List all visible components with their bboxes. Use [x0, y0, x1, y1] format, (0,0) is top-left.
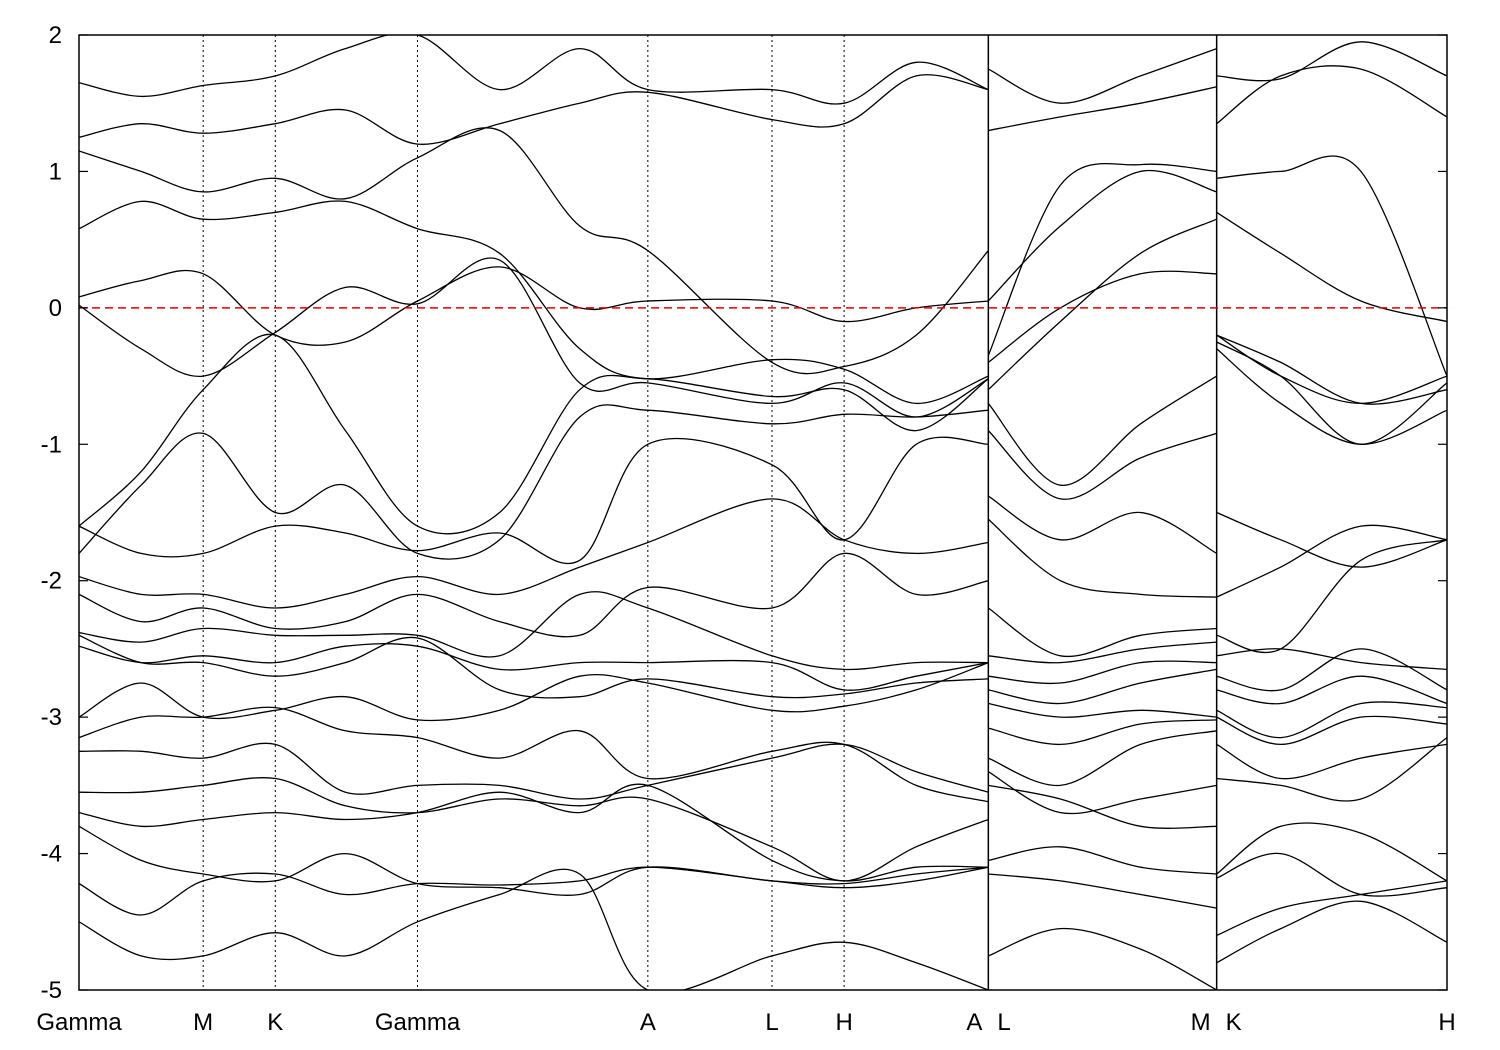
- band-22-panel-3: [1216, 900, 1447, 964]
- band-10-panel-3: [1216, 524, 1447, 598]
- band-15-panel-2: [988, 702, 1217, 718]
- band-13-panel-2: [988, 660, 1217, 685]
- band-8-panel-2: [987, 430, 1217, 500]
- band-1-panel-1: [79, 257, 989, 418]
- band-2-panel-2: [987, 169, 1217, 302]
- kpoint-label: K: [1226, 1009, 1242, 1036]
- band-9-panel-2: [987, 495, 1218, 554]
- band-17-panel-2: [988, 730, 1217, 787]
- y-tick-label: -3: [41, 704, 62, 731]
- band-10-panel-2: [987, 518, 1217, 598]
- band-5-panel-1: [79, 74, 989, 145]
- y-tick-label: -5: [41, 977, 62, 1004]
- x-axis: Gamma M K Gamma A L H A L M K H: [36, 1009, 1455, 1036]
- band-5-panel-2: [988, 86, 1217, 132]
- band-6-panel-2: [988, 47, 1217, 104]
- band-7-panel-2: [987, 375, 1218, 486]
- kpoint-label: M: [1191, 1009, 1211, 1036]
- band-13-panel-3: [1216, 648, 1447, 692]
- band-20-panel-3: [1216, 852, 1447, 897]
- y-tick-label: -4: [41, 841, 62, 868]
- kpoint-label: K: [267, 1009, 283, 1036]
- kpoint-label: Gamma: [36, 1009, 122, 1036]
- band-22-panel-2: [988, 927, 1218, 990]
- band-19-panel-3: [1216, 822, 1447, 882]
- band-2-panel-3: [1216, 211, 1447, 323]
- band-16-panel-3: [1216, 715, 1447, 746]
- band-12-panel-3: [1216, 648, 1447, 671]
- band-19-panel-1: [79, 783, 989, 882]
- band-8-panel-1: [79, 404, 989, 560]
- band-15-panel-3: [1216, 701, 1447, 739]
- band-18-panel-3: [1216, 737, 1447, 802]
- plot-frame: [78, 34, 1448, 991]
- band-14-panel-2: [988, 668, 1217, 705]
- band-18-panel-1: [79, 777, 989, 882]
- y-tick-label: 2: [49, 22, 62, 49]
- band-15-panel-1: [79, 661, 989, 722]
- band-19-panel-2: [988, 784, 1217, 829]
- band-14-panel-3: [1216, 675, 1447, 705]
- kpoint-label: H: [835, 1009, 852, 1036]
- band-3-panel-1: [79, 200, 989, 405]
- y-axis: -5 -4 -3 -2 -1 0 1 2: [41, 22, 1447, 1004]
- band-9-panel-1: [79, 436, 989, 565]
- band-20-panel-1: [79, 825, 989, 896]
- band-5-panel-3: [1216, 65, 1447, 125]
- band-9-panel-3: [1216, 511, 1447, 568]
- y-tick-label: 0: [49, 295, 62, 322]
- y-tick-label: 1: [49, 158, 62, 185]
- band-21-panel-2: [988, 873, 1217, 909]
- band-17-panel-1: [79, 742, 989, 800]
- band-20-panel-2: [988, 846, 1217, 875]
- y-tick-label: -2: [41, 568, 62, 595]
- kpoint-label: A: [966, 1009, 982, 1036]
- kpoint-label: L: [997, 1009, 1010, 1036]
- band-11-panel-1: [79, 552, 989, 638]
- kpoint-label: Gamma: [375, 1009, 461, 1036]
- band-1-panel-3: [1216, 155, 1447, 377]
- band-8-panel-3: [1216, 348, 1447, 445]
- band-14-panel-1: [79, 634, 989, 699]
- band-16-panel-1: [79, 706, 989, 803]
- bands: [79, 35, 1447, 990]
- band-16-panel-2: [988, 719, 1217, 746]
- band-18-panel-2: [987, 771, 1217, 815]
- band-21-panel-3: [1216, 880, 1447, 936]
- band-12-panel-1: [79, 591, 989, 671]
- band-11-panel-2: [987, 607, 1217, 658]
- band-7-panel-3: [1216, 334, 1447, 405]
- band-7-panel-1: [79, 333, 989, 535]
- kpoint-label: H: [1438, 1009, 1455, 1036]
- kpoint-label: M: [193, 1009, 213, 1036]
- band-12-panel-2: [988, 641, 1217, 664]
- band-4-panel-2: [987, 218, 1217, 391]
- kpoint-label: L: [765, 1009, 778, 1036]
- band-10-panel-1: [79, 498, 989, 609]
- kpoint-label: A: [640, 1009, 656, 1036]
- band-22-panel-1: [79, 868, 989, 990]
- band-4-panel-3: [1216, 341, 1447, 445]
- band-1-panel-2: [987, 162, 1217, 356]
- band-4-panel-1: [79, 127, 989, 375]
- band-3-panel-2: [987, 270, 1217, 363]
- kpoint-lines: [202, 35, 1218, 990]
- band-11-panel-3: [1216, 539, 1447, 654]
- band-2-panel-1: [79, 266, 989, 346]
- band-17-panel-3: [1216, 743, 1447, 780]
- band-13-panel-1: [79, 643, 989, 691]
- y-tick-label: -1: [41, 431, 62, 458]
- band-21-panel-1: [79, 866, 989, 916]
- band-6-panel-3: [1216, 41, 1447, 82]
- band-6-panel-1: [79, 35, 989, 105]
